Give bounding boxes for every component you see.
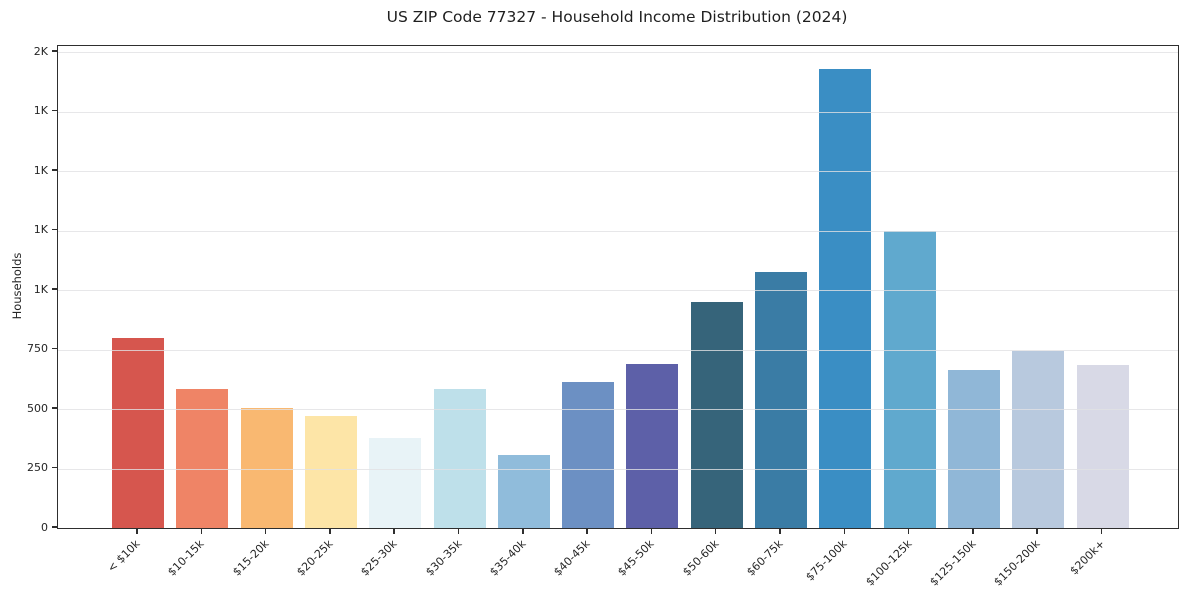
- gridline: [58, 111, 1178, 113]
- x-tick-label: $200k+: [1066, 537, 1107, 578]
- bar: [562, 381, 615, 528]
- y-tick-label: 1K: [33, 163, 48, 177]
- x-axis-tick: [522, 528, 524, 534]
- y-tick-label: 1K: [33, 282, 48, 296]
- x-axis-tick: [264, 528, 267, 534]
- bar: [112, 337, 164, 528]
- x-tick-label: $15-20k: [229, 537, 272, 579]
- y-axis-tick: [52, 50, 57, 52]
- x-tick-label: $50-60k: [679, 537, 722, 579]
- y-axis-tick: [52, 347, 57, 350]
- bar: [433, 388, 486, 528]
- y-tick-label: 1K: [33, 223, 48, 236]
- x-tick-label: $100-125k: [862, 537, 915, 589]
- x-tick-label: $40-45k: [551, 537, 593, 579]
- gridline: [58, 468, 1178, 470]
- x-tick-label: $75-100k: [803, 537, 850, 584]
- bar: [176, 388, 229, 528]
- x-axis-tick: [136, 528, 138, 534]
- x-tick-label: $10-15k: [165, 537, 207, 579]
- x-tick-label: $45-50k: [615, 537, 657, 579]
- y-axis-tick: [52, 169, 57, 171]
- y-axis-tick: [52, 407, 57, 409]
- x-tick-label: $30-35k: [422, 537, 464, 579]
- bar: [369, 437, 422, 528]
- gridline: [58, 290, 1178, 291]
- gridline: [58, 409, 1178, 410]
- x-axis-tick: [714, 528, 717, 534]
- x-axis-tick: [329, 528, 331, 534]
- x-axis-tick: [393, 528, 395, 534]
- y-tick-label: 0: [41, 520, 48, 534]
- y-axis-tick: [52, 466, 57, 469]
- y-axis-tick: [52, 288, 57, 290]
- bar: [883, 230, 936, 528]
- x-axis-tick: [907, 528, 910, 534]
- bar: [755, 272, 807, 528]
- gridline: [58, 349, 1178, 351]
- bar: [626, 363, 679, 528]
- x-axis-tick: [779, 528, 781, 534]
- x-axis-tick: [200, 528, 203, 534]
- bar: [1076, 364, 1129, 528]
- gridline: [58, 230, 1178, 232]
- y-axis-tick: [52, 109, 57, 112]
- x-axis-tick: [1036, 528, 1038, 534]
- x-tick-label: $125-150k: [927, 537, 979, 589]
- gridline: [58, 171, 1178, 172]
- x-axis-tick: [972, 528, 974, 534]
- x-tick-label: $60-75k: [744, 537, 786, 579]
- x-axis-tick: [843, 528, 846, 534]
- bar: [819, 68, 872, 528]
- y-tick-label: 250: [27, 461, 48, 474]
- bar: [497, 455, 550, 528]
- bar: [1012, 350, 1065, 528]
- bar: [690, 301, 743, 528]
- x-tick-label: $25-30k: [358, 537, 400, 579]
- x-axis-tick: [457, 528, 460, 534]
- bar: [947, 369, 1000, 528]
- x-tick-label: $35-40k: [487, 537, 529, 579]
- x-tick-label: $20-25k: [294, 537, 336, 579]
- bar: [240, 407, 293, 528]
- y-axis-tick: [52, 526, 57, 528]
- gridline: [58, 52, 1178, 53]
- x-tick-label: < $10k: [104, 537, 143, 575]
- y-axis-tick: [52, 228, 57, 231]
- x-axis-tick: [586, 528, 588, 534]
- chart-title: US ZIP Code 77327 - Household Income Dis…: [386, 8, 848, 26]
- y-tick-label: 750: [27, 342, 48, 355]
- y-tick-label: 2K: [33, 44, 48, 58]
- plot-area: [57, 45, 1179, 529]
- x-axis-tick: [650, 528, 653, 534]
- x-tick-label: $150-200k: [991, 537, 1043, 589]
- bar: [304, 416, 357, 528]
- x-axis-tick: [1100, 528, 1103, 534]
- y-tick-label: 500: [27, 401, 48, 415]
- y-tick-label: 1K: [33, 104, 48, 117]
